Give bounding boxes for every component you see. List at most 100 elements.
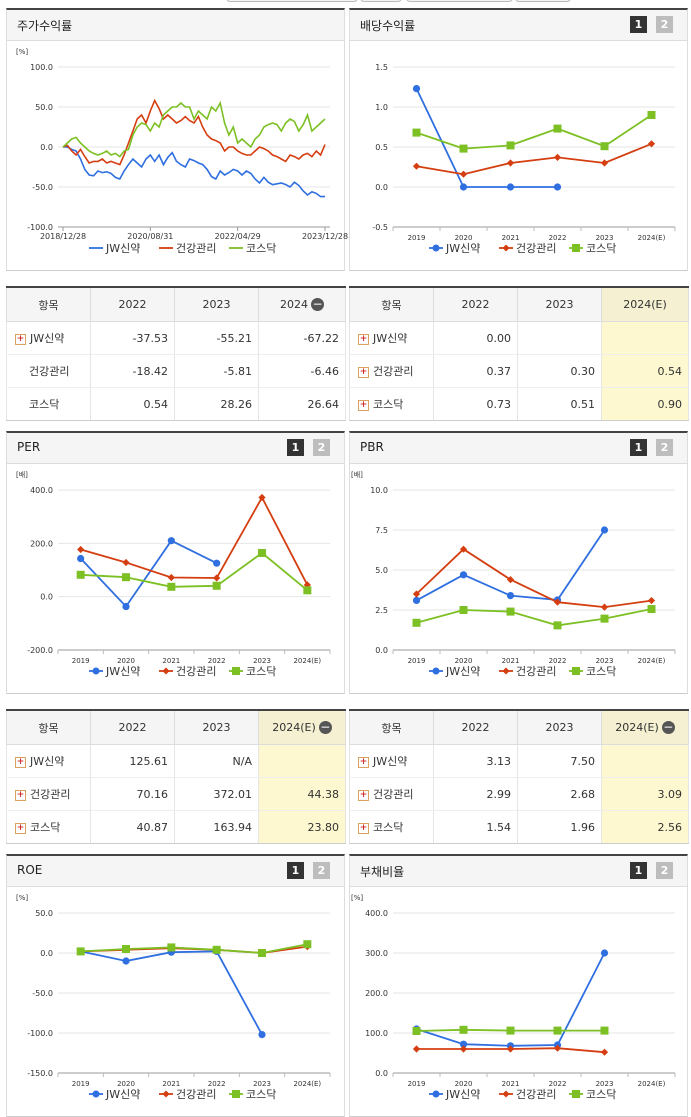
column-header-label: 항목 (38, 298, 59, 312)
page-button-1[interactable]: 1 (287, 862, 304, 879)
panel-header: ROE 1 2 (6, 854, 345, 887)
table-stock_return: 항목 2022 2023 2024− + JW신약 -37.53 -55.21 -67.22 건강… (6, 286, 346, 421)
expand-plus-icon[interactable]: + (358, 756, 369, 768)
column-header-label: 2024(E) (272, 720, 316, 734)
row-name-cell: + JW신약 (6, 321, 91, 355)
expand-plus-icon[interactable]: + (358, 333, 369, 345)
value-cell: 0.73 (433, 387, 518, 421)
expand-plus-icon[interactable]: + (358, 789, 369, 801)
value-cell: -37.53 (90, 321, 175, 355)
column-header-label: 2022 (118, 298, 147, 311)
table-dividend: 항목 2022 2023 2024(E) + JW신약 0.00 + 건강관리 0.37 0.30 0… (349, 286, 689, 421)
page-button-2[interactable]: 2 (656, 862, 673, 879)
column-header-label: 2022 (461, 721, 490, 734)
top-strip (0, 0, 691, 4)
value-cell: 0.54 (601, 354, 689, 388)
table-row: + JW신약 -37.53 -55.21 -67.22 (6, 321, 346, 355)
value-cell: 1.96 (517, 810, 602, 844)
column-header-label: 2023 (202, 721, 231, 734)
column-header: 2023 (174, 286, 259, 322)
table-row: + 건강관리 2.99 2.68 3.09 (349, 777, 689, 811)
collapse-minus-icon[interactable]: − (661, 720, 675, 735)
panel-header: 배당수익률 1 2 (349, 8, 688, 41)
row-name: 건강관리 (30, 788, 71, 801)
value-cell (258, 744, 346, 778)
panel-header: 부채비율 1 2 (349, 854, 688, 887)
table-row: + 코스닥 1.54 1.96 2.56 (349, 810, 689, 844)
value-cell: 28.26 (174, 387, 259, 421)
value-cell: 23.80 (258, 810, 346, 844)
value-cell: 7.50 (517, 744, 602, 778)
column-header-label: 2024(E) (623, 298, 667, 311)
column-header-label: 항목 (381, 298, 402, 312)
page-button-1[interactable]: 1 (630, 16, 647, 33)
row-name-cell: + JW신약 (349, 744, 434, 778)
expand-plus-icon[interactable]: + (15, 789, 26, 801)
value-cell: 0.51 (517, 387, 602, 421)
row-name-cell: + JW신약 (349, 321, 434, 355)
row-name: 코스닥 (30, 821, 61, 834)
expand-plus-icon[interactable]: + (358, 366, 369, 378)
period-select-button[interactable] (226, 0, 358, 2)
chart-area (6, 40, 345, 271)
expand-plus-icon[interactable]: + (358, 822, 369, 834)
table-header-row: 항목 2022 2023 2024(E) − (349, 709, 689, 745)
expand-plus-icon[interactable]: + (15, 822, 26, 834)
period-button[interactable] (360, 0, 402, 2)
table-header-row: 항목 2022 2023 2024− (6, 286, 346, 322)
column-header: 2024(E) − (258, 709, 346, 745)
table-row: 코스닥 0.54 28.26 26.64 (6, 387, 346, 421)
column-header: 2023 (517, 286, 602, 322)
value-cell: -55.21 (174, 321, 259, 355)
value-cell: 0.90 (601, 387, 689, 421)
value-cell: 2.68 (517, 777, 602, 811)
table-row: + JW신약 0.00 (349, 321, 689, 355)
collapse-minus-icon[interactable]: − (311, 297, 324, 312)
column-header: 2022 (90, 709, 175, 745)
period-button[interactable] (515, 0, 571, 2)
column-header: 항목 (349, 286, 434, 322)
column-header-label: 2022 (118, 721, 147, 734)
panel-header: PER 1 2 (6, 431, 345, 464)
column-header-label: 항목 (381, 721, 402, 735)
table-pbr: 항목 2022 2023 2024(E) − + JW신약 3.13 7.50 + 건강관리 2.99… (349, 709, 689, 844)
page-button-2[interactable]: 2 (313, 862, 330, 879)
page-button-1[interactable]: 1 (630, 862, 647, 879)
page-button-1[interactable]: 1 (287, 439, 304, 456)
column-header: 2023 (174, 709, 259, 745)
column-header-label: 2022 (461, 298, 490, 311)
row-name-cell: + JW신약 (6, 744, 91, 778)
value-cell (601, 744, 689, 778)
value-cell (601, 321, 689, 355)
table-row: + 건강관리 70.16 372.01 44.38 (6, 777, 346, 811)
column-header: 항목 (6, 286, 91, 322)
expand-plus-icon[interactable]: + (15, 756, 26, 768)
column-header: 2023 (517, 709, 602, 745)
value-cell: 163.94 (174, 810, 259, 844)
table-row: + 코스닥 40.87 163.94 23.80 (6, 810, 346, 844)
panel-title: PBR (360, 440, 384, 454)
table-row: 건강관리 -18.42 -5.81 -6.46 (6, 354, 346, 388)
table-header-row: 항목 2022 2023 2024(E) (349, 286, 689, 322)
expand-plus-icon[interactable]: + (15, 333, 26, 345)
value-cell: -6.46 (258, 354, 346, 388)
value-cell: -18.42 (90, 354, 175, 388)
column-header: 2024(E) − (601, 709, 689, 745)
chart-area (349, 463, 688, 694)
page-button-2[interactable]: 2 (656, 16, 673, 33)
chart-area (6, 886, 345, 1117)
row-name-cell: + 건강관리 (349, 354, 434, 388)
table-row: + JW신약 3.13 7.50 (349, 744, 689, 778)
expand-plus-icon[interactable]: + (358, 399, 369, 411)
page-button-2[interactable]: 2 (656, 439, 673, 456)
row-name-cell: + 건강관리 (6, 777, 91, 811)
row-name: 코스닥 (373, 398, 404, 411)
collapse-minus-icon[interactable]: − (318, 720, 332, 735)
row-name: 건강관리 (373, 788, 414, 801)
value-cell (517, 321, 602, 355)
period-button[interactable] (406, 0, 513, 2)
page-button-2[interactable]: 2 (313, 439, 330, 456)
panel-title: 주가수익률 (17, 19, 73, 33)
value-cell: 2.56 (601, 810, 689, 844)
page-button-1[interactable]: 1 (630, 439, 647, 456)
